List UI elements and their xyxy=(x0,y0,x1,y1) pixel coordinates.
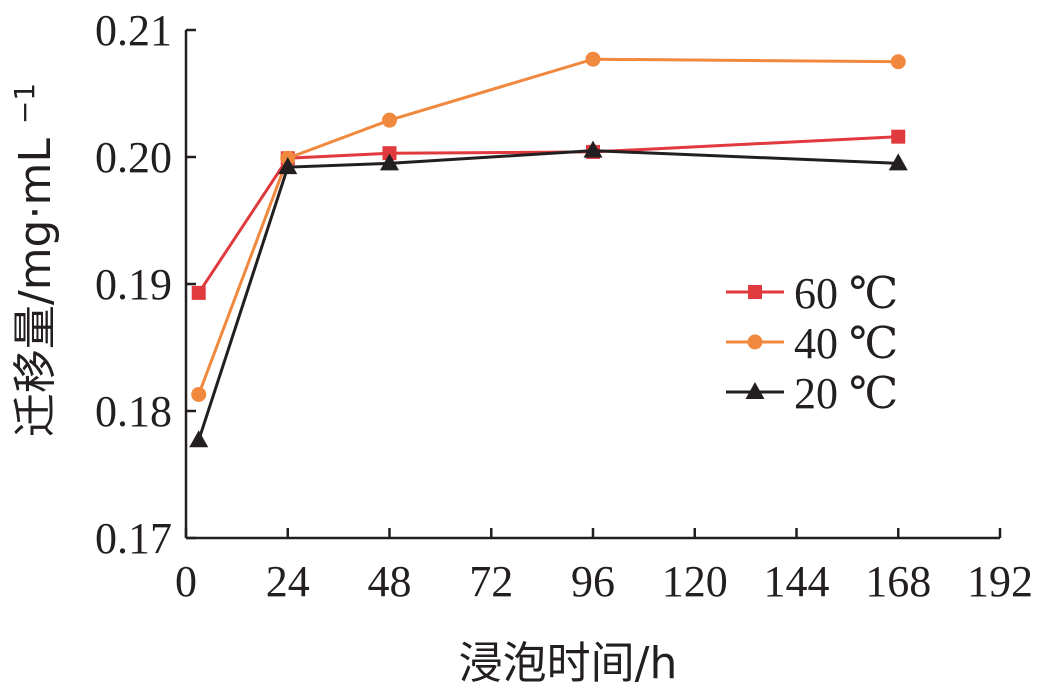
y-tick-label: 0.19 xyxy=(95,260,172,309)
legend-entry: 20 ℃ xyxy=(726,369,898,418)
legend-marker xyxy=(745,382,765,399)
y-tick-label: 0.18 xyxy=(95,387,172,436)
series-2 xyxy=(191,51,906,402)
legend-marker xyxy=(747,334,763,350)
data-point xyxy=(585,51,601,67)
y-axis-title-superscript: −1 xyxy=(8,83,41,124)
series-3 xyxy=(189,140,908,448)
x-tick-label: 24 xyxy=(266,557,310,606)
data-point xyxy=(189,430,209,448)
legend-label: 40 ℃ xyxy=(794,319,898,368)
x-tick-label: 0 xyxy=(175,557,197,606)
data-point xyxy=(583,140,603,158)
legend-entry: 40 ℃ xyxy=(726,319,898,368)
x-tick-label: 120 xyxy=(662,557,728,606)
x-tick-label: 168 xyxy=(865,557,931,606)
data-point xyxy=(888,153,908,171)
x-tick-label: 72 xyxy=(469,557,513,606)
data-point xyxy=(278,157,298,175)
data-point xyxy=(191,386,207,402)
x-axis-title: 浸泡时间/h xyxy=(459,638,678,689)
legend-label: 60 ℃ xyxy=(794,269,898,318)
y-axis-title: 迁移量/mg·mL −1 xyxy=(8,83,61,437)
data-point xyxy=(380,153,399,171)
x-tick-label: 48 xyxy=(368,557,412,606)
data-point xyxy=(890,54,906,70)
x-tick-label: 96 xyxy=(571,557,615,606)
y-tick-label: 0.20 xyxy=(95,133,172,182)
legend-marker xyxy=(748,285,762,299)
data-point xyxy=(382,146,397,161)
y-axis-title-main: 迁移量/mg·mL xyxy=(10,138,61,437)
legend: 60 ℃40 ℃20 ℃ xyxy=(726,269,898,418)
x-tick-label: 144 xyxy=(764,557,830,606)
data-point xyxy=(891,129,906,144)
data-point xyxy=(382,112,397,128)
legend-label: 20 ℃ xyxy=(794,369,898,418)
data-point xyxy=(191,285,206,300)
legend-entry: 60 ℃ xyxy=(726,269,898,318)
x-tick-label: 192 xyxy=(967,557,1033,606)
series-layer xyxy=(189,51,908,448)
axes: 0.17 0.18 0.19 0.20 0.21 0 24 48 72 96 120 144 168 19… xyxy=(95,6,1033,606)
y-tick-label: 0.17 xyxy=(95,514,172,563)
y-tick-label: 0.21 xyxy=(95,6,172,55)
